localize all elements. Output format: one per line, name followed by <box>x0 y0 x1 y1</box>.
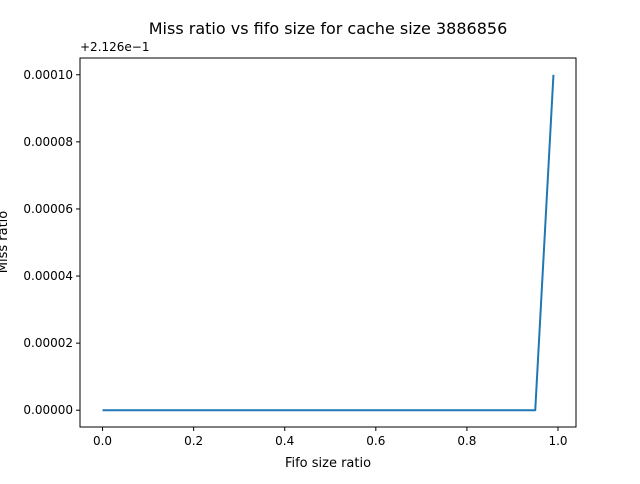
x-axis-label: Fifo size ratio <box>285 456 371 471</box>
x-tick-label: 0.8 <box>457 434 476 448</box>
plot-area: 0.0 0.2 0.4 0.6 0.8 1.0 0.00000 0.00002 0.00004 0… <box>23 57 577 448</box>
axes-frame <box>79 57 577 428</box>
y-offset-label: +2.126e−1 <box>80 40 149 54</box>
y-tick-label: 0.00002 <box>23 336 73 350</box>
chart-title: Miss ratio vs fifo size for cache size 3… <box>149 19 508 38</box>
y-tick-label: 0.00000 <box>23 403 73 417</box>
y-tick-label: 0.00006 <box>23 202 73 216</box>
x-tick-label: 0.0 <box>93 434 112 448</box>
x-tick-label: 0.6 <box>366 434 385 448</box>
series-line-0 <box>102 74 555 412</box>
x-tick-label: 0.2 <box>184 434 203 448</box>
y-tick-label: 0.00008 <box>23 135 73 149</box>
x-tick-label: 1.0 <box>548 434 567 448</box>
x-tick-label: 0.4 <box>275 434 294 448</box>
y-tick-label: 0.00004 <box>23 269 73 283</box>
y-axis-label: Miss ratio <box>0 211 11 274</box>
y-tick-label: 0.00010 <box>23 68 73 82</box>
